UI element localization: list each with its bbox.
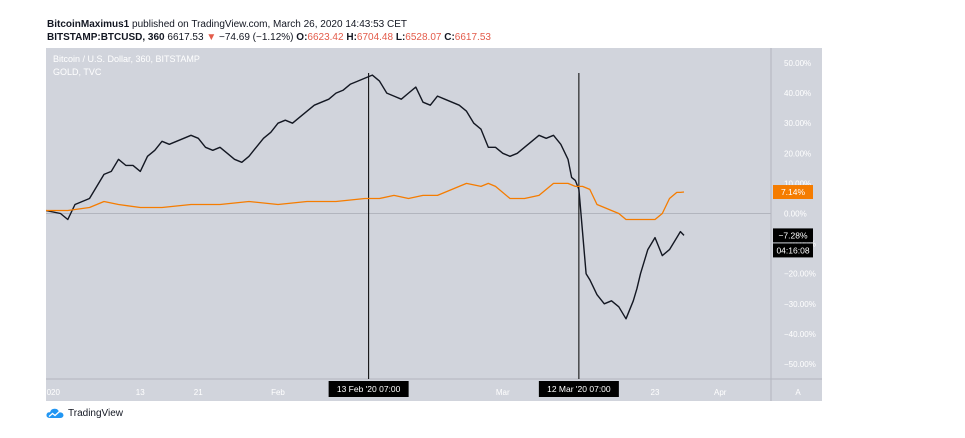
y-tick-label: 0.00% [784, 210, 807, 219]
y-tick-label: 40.00% [784, 89, 811, 98]
last-price: 6617.53 [167, 32, 204, 43]
gold-series-line [46, 182, 685, 221]
ohlc-line: BITSTAMP:BTCUSD, 360 6617.53 ▼ −74.69 (−… [47, 31, 491, 44]
x-tick-label: Feb [271, 388, 285, 397]
axis-scale-button: A [795, 388, 801, 397]
author-name[interactable]: BitcoinMaximus1 [47, 19, 130, 30]
legend-main: Bitcoin / U.S. Dollar, 360, BITSTAMP [53, 54, 200, 64]
last-value-label: 7.14% [781, 187, 806, 197]
last-value-box [773, 185, 813, 200]
publish-line: BitcoinMaximus1 published on TradingView… [47, 18, 491, 31]
y-tick-label: 50.00% [784, 59, 811, 68]
y-tick-label: −50.00% [784, 360, 816, 369]
last-value-label: −7.28% [778, 230, 808, 240]
crosshair-label: 12 Mar '20 07:00 [547, 384, 611, 394]
y-tick-label: −30.00% [784, 300, 816, 309]
high-value: 6704.48 [356, 32, 394, 43]
publish-info: published on TradingView.com, March 26, … [132, 19, 408, 30]
crosshair-label-box [538, 381, 619, 397]
plot-background [46, 48, 822, 401]
y-tick-label: −40.00% [784, 330, 816, 339]
chart-header: BitcoinMaximus1 published on TradingView… [47, 18, 491, 44]
price-chart[interactable]: 50.00%40.00%30.00%20.00%10.00%0.00%−10.0… [45, 48, 822, 401]
y-tick-label: 30.00% [784, 119, 811, 128]
chart-area[interactable]: 50.00%40.00%30.00%20.00%10.00%0.00%−10.0… [45, 48, 822, 401]
symbol-label: BITSTAMP:BTCUSD, 360 [47, 32, 165, 43]
x-tick-label: 020 [47, 388, 61, 397]
triangle-down-icon: ▼ [206, 32, 217, 43]
countdown-label: 04:16:08 [776, 245, 809, 255]
legend-compare: GOLD, TVC [53, 67, 102, 77]
x-tick-label: Apr [714, 388, 727, 397]
x-tick-label: Mar [496, 388, 510, 397]
x-tick-label: 13 [136, 388, 145, 397]
crosshair-label: 13 Feb '20 07:00 [337, 384, 401, 394]
footer: TradingView [46, 408, 123, 419]
price-change: −74.69 (−1.12%) [219, 32, 294, 43]
low-value: 6528.07 [405, 32, 442, 43]
y-tick-label: −20.00% [784, 270, 816, 279]
last-value-box [773, 228, 813, 243]
open-value: 6623.42 [307, 32, 344, 43]
low-label: L: [395, 32, 406, 43]
footer-brand[interactable]: TradingView [68, 408, 124, 419]
high-label: H: [346, 32, 357, 43]
y-tick-label: 10.00% [784, 179, 811, 188]
btc-series-line [45, 74, 685, 320]
countdown-box [773, 243, 813, 258]
close-value: 6617.53 [454, 32, 491, 43]
x-tick-label: 21 [194, 388, 203, 397]
x-tick-label: 23 [651, 388, 660, 397]
tradingview-cloud-icon[interactable] [46, 408, 64, 419]
crosshair-label-box [328, 381, 409, 397]
close-label: C: [444, 32, 455, 43]
y-tick-label: 20.00% [784, 149, 811, 158]
open-label: O: [296, 32, 308, 43]
